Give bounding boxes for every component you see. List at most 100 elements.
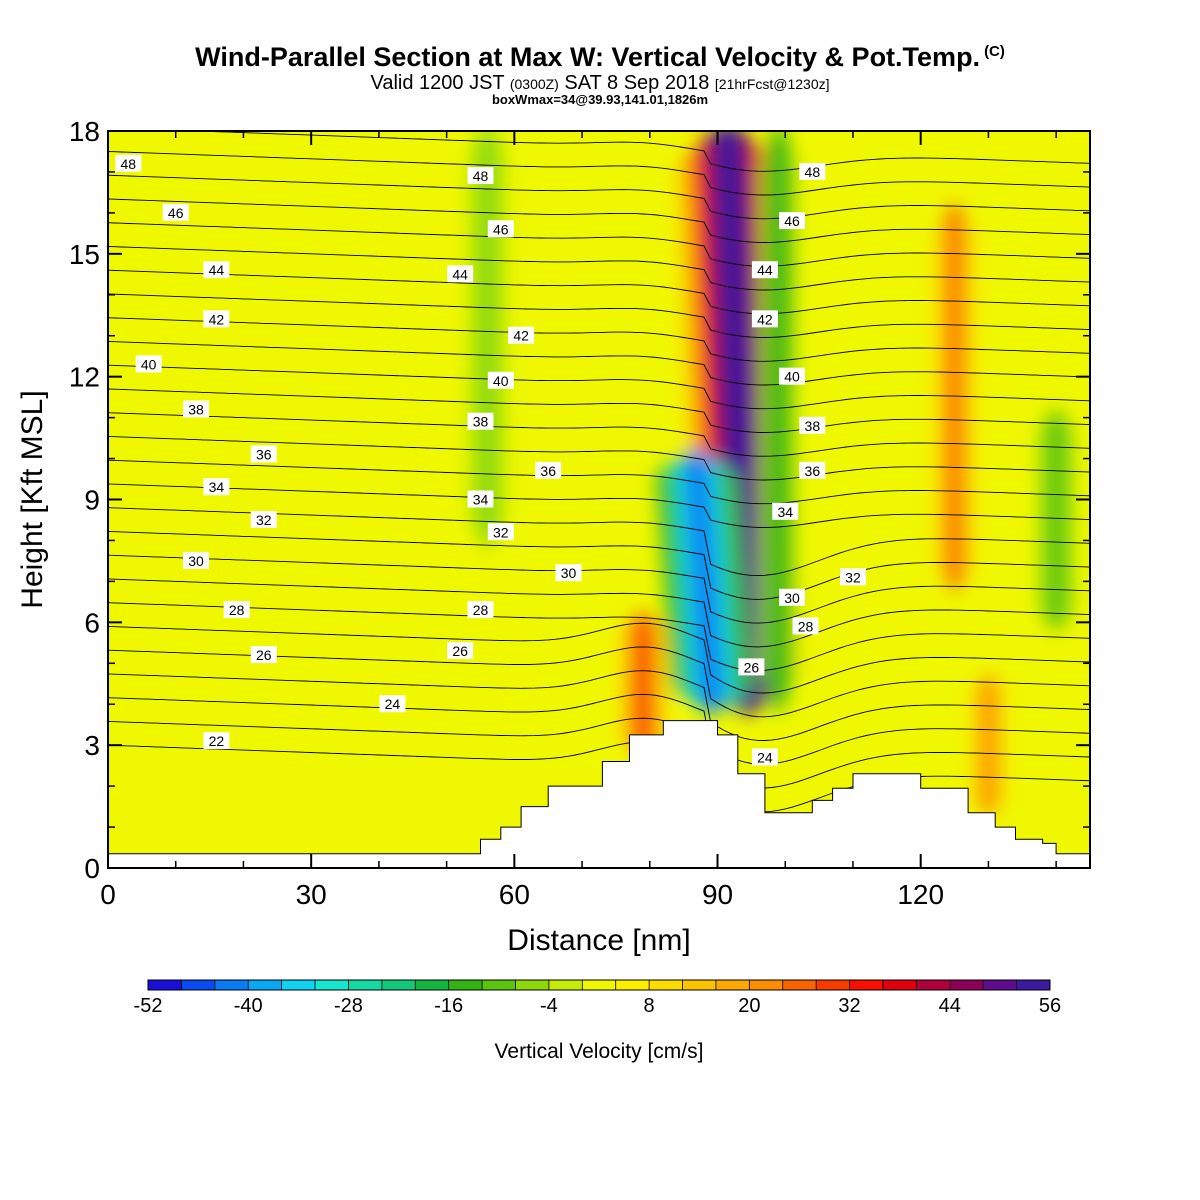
- contour-label-bg: [379, 695, 406, 713]
- isentrope-13: [108, 435, 1090, 481]
- colorbar-label: Vertical Velocity [cm/s]: [495, 1040, 704, 1063]
- colorbar-bin: [482, 980, 516, 990]
- contour-label-bg: [203, 732, 230, 750]
- velocity-band-7-4: [1050, 407, 1062, 633]
- y-axis-label: Height [Kft MSL]: [16, 390, 49, 608]
- contour-label-bg: [467, 490, 494, 508]
- contour-label-bg: [135, 355, 162, 373]
- x-axis-label: Distance [nm]: [507, 924, 690, 957]
- y-tick-label: 9: [84, 485, 100, 516]
- isentrope-11: [108, 483, 1090, 528]
- contour-label-bg: [203, 310, 230, 328]
- contour-label: 42: [513, 328, 529, 344]
- colorbar-bin: [682, 980, 717, 990]
- contour-label-bg: [487, 523, 514, 541]
- contour-label: 38: [473, 414, 489, 430]
- y-tick-label: 3: [84, 730, 100, 761]
- contour-label-bg: [467, 167, 494, 185]
- isentrope-12: [108, 459, 1090, 505]
- contour-label: 32: [845, 569, 861, 585]
- colorbar-bin: [148, 980, 182, 990]
- x-tick-label: 0: [100, 879, 116, 910]
- contour-label: 44: [452, 266, 468, 282]
- colorbar-bin: [381, 980, 416, 990]
- y-tick-label: 12: [69, 362, 100, 393]
- contour-label-bg: [751, 261, 778, 279]
- valid-utc: (0300Z): [509, 76, 559, 92]
- colorbar-bin: [548, 980, 583, 990]
- contour-label-bg: [250, 510, 277, 528]
- contour-label: 32: [256, 512, 272, 528]
- valid-time: Valid 1200 JST: [370, 72, 505, 94]
- contour-label-bg: [183, 551, 210, 569]
- contour-label-bg: [508, 326, 535, 344]
- isentrope-18: [108, 317, 1090, 362]
- contour-label: 34: [777, 504, 793, 520]
- colorbar-tick-label: 8: [644, 995, 655, 1017]
- contour-label-bg: [779, 367, 806, 385]
- field-background: [108, 131, 1090, 868]
- contour-label: 22: [209, 733, 225, 749]
- y-tick-label: 15: [69, 239, 100, 270]
- contour-label-bg: [467, 412, 494, 430]
- contour-label: 46: [168, 205, 184, 221]
- contour-label: 34: [473, 492, 489, 508]
- isentrope-20: [108, 269, 1090, 315]
- contour-label-bg: [447, 265, 474, 283]
- contour-label-bg: [250, 646, 277, 664]
- contour-label: 42: [757, 311, 773, 327]
- colorbar-tick-label: -4: [540, 995, 558, 1017]
- colorbar-bin: [1016, 980, 1051, 990]
- contour-labels: 4846444240383634323028262422484644424038…: [115, 154, 866, 766]
- title-text: Wind-Parallel Section at Max W: Vertical…: [195, 42, 981, 72]
- colorbar-frame: [147, 979, 1051, 991]
- contour-label-bg: [792, 617, 819, 635]
- copyright-mark: (C): [984, 43, 1005, 60]
- velocity-band-4-4: [684, 448, 724, 715]
- x-tick-label: 60: [499, 879, 530, 910]
- isentrope-8: [108, 554, 1090, 624]
- colorbar-bin: [849, 980, 884, 990]
- contour-label: 26: [256, 647, 272, 663]
- colorbar-bin: [181, 980, 216, 990]
- chart-subtitle: Valid 1200 JST (0300Z) SAT 8 Sep 2018 [2…: [0, 72, 1200, 95]
- velocity-band-1-4: [948, 202, 962, 592]
- contour-label-bg: [799, 461, 826, 479]
- isentrope-7: [108, 578, 1090, 648]
- contour-label-bg: [203, 261, 230, 279]
- potential-temperature-contours: [108, 131, 1090, 813]
- colorbar-bin: [816, 980, 851, 990]
- velocity-band-0-4: [712, 131, 763, 715]
- isentrope-16: [108, 364, 1090, 410]
- contour-label: 28: [798, 618, 814, 634]
- colorbar-bin: [715, 980, 750, 990]
- y-tick-label: 0: [84, 853, 100, 884]
- contour-label: 42: [209, 311, 225, 327]
- colorbar-bin: [315, 980, 349, 990]
- contour-label: 40: [493, 373, 509, 389]
- isentrope-2: [108, 693, 1090, 765]
- colorbar-tick-label: -40: [234, 995, 263, 1017]
- contour-label: 26: [452, 643, 468, 659]
- colorbar-bin: [515, 980, 550, 990]
- contour-label: 48: [805, 164, 821, 180]
- contour-label-bg: [487, 220, 514, 238]
- contour-label-bg: [223, 601, 250, 619]
- contour-label: 36: [805, 463, 821, 479]
- contour-label-bg: [535, 461, 562, 479]
- terrain-profile: [107, 720, 1091, 869]
- contour-label: 24: [757, 749, 773, 765]
- colorbar-bin: [649, 980, 684, 990]
- chart-title: Wind-Parallel Section at Max W: Vertical…: [0, 42, 1200, 73]
- contour-label-bg: [738, 658, 765, 676]
- colorbar-bin: [949, 980, 984, 990]
- colorbar-bin: [615, 980, 650, 990]
- contour-label-bg: [779, 588, 806, 606]
- colorbar-bin: [983, 980, 1018, 990]
- contour-label-bg: [751, 310, 778, 328]
- x-tick-label: 120: [897, 879, 944, 910]
- terrain: [107, 720, 1091, 869]
- isentrope-3: [108, 670, 1090, 741]
